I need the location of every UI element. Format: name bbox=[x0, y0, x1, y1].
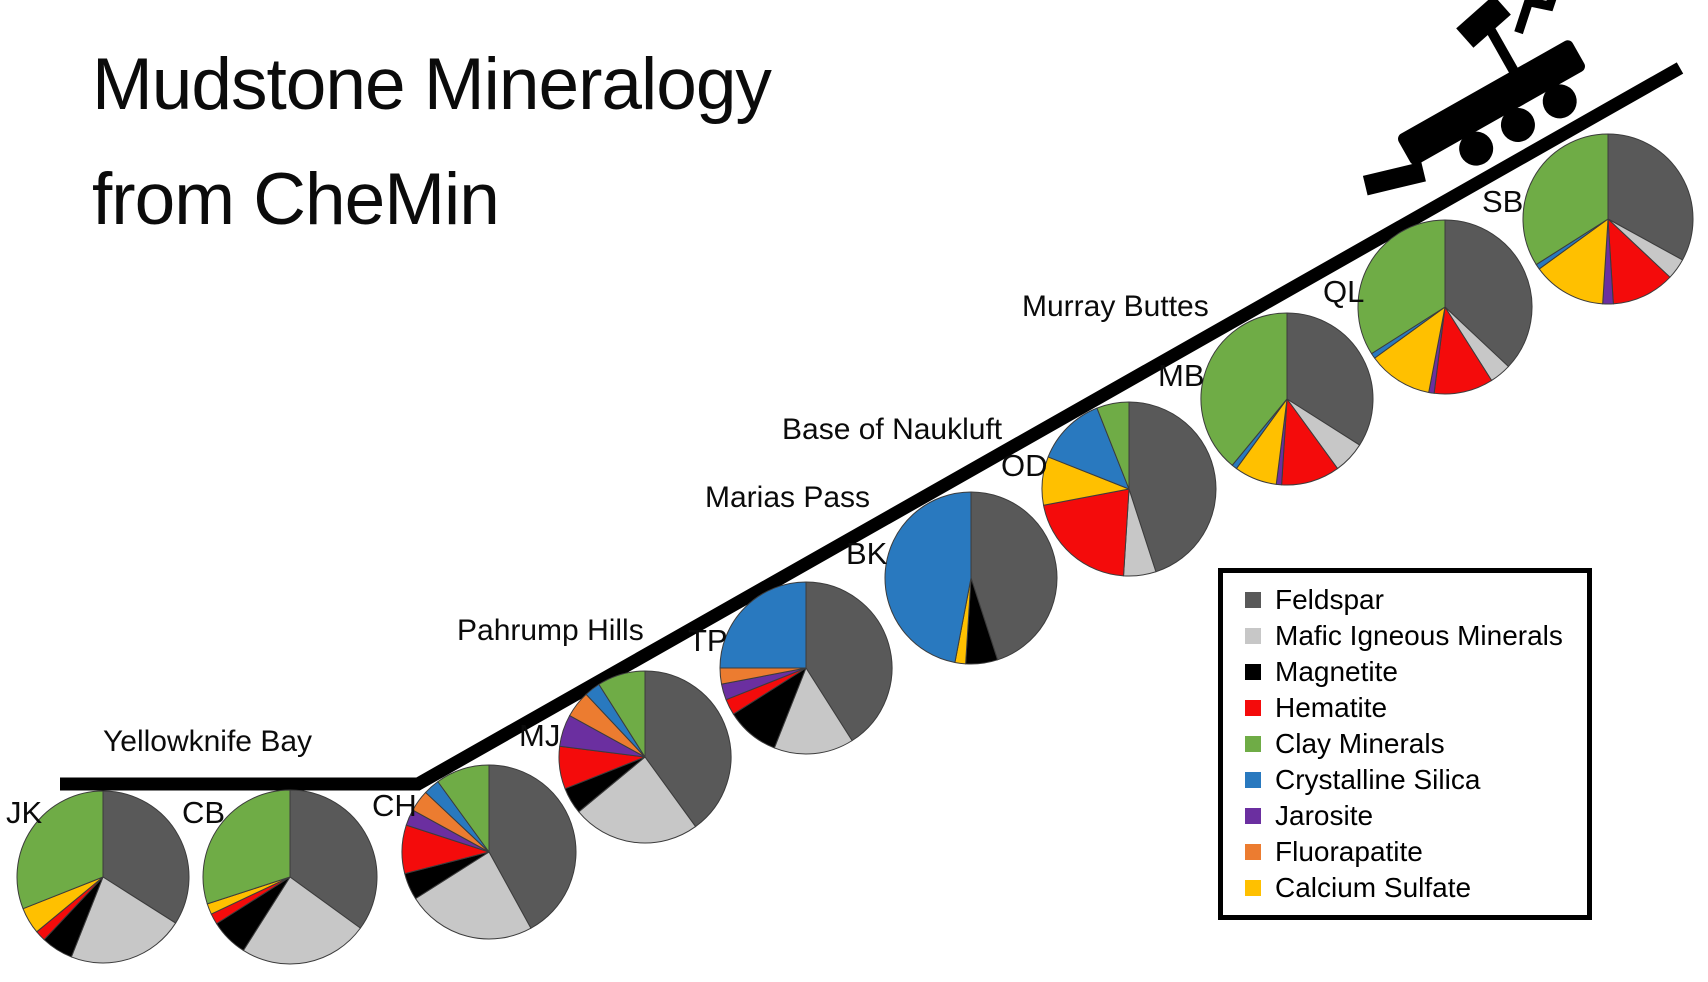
section-label-murray-buttes: Murray Buttes bbox=[1022, 290, 1209, 323]
pie-slice-od-feldspar bbox=[1128, 401, 1217, 573]
pie-cb bbox=[202, 789, 378, 965]
crystalline-silica-swatch-icon bbox=[1245, 772, 1261, 788]
rover-camera-head bbox=[1456, 0, 1511, 48]
rover-wheel bbox=[1542, 84, 1577, 119]
legend-label-jarosite: Jarosite bbox=[1275, 800, 1374, 831]
pie-slice-sb-clay-minerals bbox=[1522, 133, 1609, 266]
pie-slice-od-crystalline-silica bbox=[1047, 407, 1130, 490]
pie-slice-mj-mafic-igneous-minerals bbox=[578, 756, 697, 844]
legend-label-fluorapatite: Fluorapatite bbox=[1275, 836, 1423, 867]
rover-wheel bbox=[1459, 131, 1494, 166]
site-label-tp: TP bbox=[688, 623, 728, 658]
site-label-od: OD bbox=[1001, 448, 1048, 483]
feldspar-swatch-icon bbox=[1245, 592, 1261, 608]
pie-jk bbox=[16, 790, 190, 964]
clay-minerals-swatch-icon bbox=[1245, 736, 1261, 752]
legend-label-clay-minerals: Clay Minerals bbox=[1275, 728, 1445, 759]
rover-wheel bbox=[1500, 107, 1535, 142]
section-label-pahrump-hills: Pahrump Hills bbox=[457, 614, 644, 647]
pie-ch bbox=[401, 764, 577, 940]
site-label-mb: MB bbox=[1158, 358, 1205, 393]
legend-label-magnetite: Magnetite bbox=[1275, 656, 1398, 687]
pie-slice-ch-mafic-igneous-minerals bbox=[415, 851, 532, 940]
jarosite-swatch-icon bbox=[1245, 808, 1261, 824]
legend-item-jarosite: Jarosite bbox=[1245, 802, 1581, 830]
rover-antenna bbox=[1514, 0, 1563, 35]
legend-item-hematite: Hematite bbox=[1245, 694, 1581, 722]
title-line-2: from CheMin bbox=[92, 158, 500, 240]
legend-item-mafic-igneous-minerals: Mafic Igneous Minerals bbox=[1245, 622, 1581, 650]
pie-slice-mj-clay-minerals bbox=[598, 670, 646, 758]
pie-slice-mj-feldspar bbox=[644, 670, 732, 828]
hematite-swatch-icon bbox=[1245, 700, 1261, 716]
pie-slice-ql-calcium-sulfate bbox=[1374, 306, 1446, 393]
pie-sb bbox=[1522, 133, 1694, 305]
legend-rows: Feldspar Mafic Igneous Minerals Magnetite H… bbox=[1223, 573, 1587, 915]
mafic-igneous-minerals-swatch-icon bbox=[1245, 628, 1261, 644]
legend-label-mafic-igneous-minerals: Mafic Igneous Minerals bbox=[1275, 620, 1563, 651]
site-label-cb: CB bbox=[182, 795, 226, 830]
legend-item-magnetite: Magnetite bbox=[1245, 658, 1581, 686]
legend-item-crystalline-silica: Crystalline Silica bbox=[1245, 766, 1581, 794]
page-title: Mudstone Mineralogy from CheMin bbox=[92, 28, 772, 257]
pie-slice-ch-feldspar bbox=[488, 764, 577, 929]
pie-bk bbox=[884, 491, 1058, 665]
site-label-ql: QL bbox=[1323, 274, 1365, 309]
pie-slice-cb-mafic-igneous-minerals bbox=[242, 876, 361, 965]
pie-slice-od-clay-minerals bbox=[1096, 401, 1130, 490]
pie-slice-sb-hematite bbox=[1607, 218, 1671, 305]
legend-label-calcium-sulfate: Calcium Sulfate bbox=[1275, 872, 1472, 903]
site-label-sb: SB bbox=[1482, 184, 1524, 219]
elevation-profile-line bbox=[60, 62, 1684, 791]
magnetite-swatch-icon bbox=[1245, 664, 1261, 680]
pie-ql bbox=[1357, 219, 1533, 395]
pie-slice-jk-mafic-igneous-minerals bbox=[70, 876, 177, 964]
legend-label-hematite: Hematite bbox=[1275, 692, 1388, 723]
pie-slice-bk-feldspar bbox=[970, 491, 1058, 661]
site-label-jk: JK bbox=[6, 795, 43, 830]
legend-label-feldspar: Feldspar bbox=[1275, 584, 1384, 615]
pie-slice-tp-crystalline-silica bbox=[719, 581, 807, 669]
legend-label-crystalline-silica: Crystalline Silica bbox=[1275, 764, 1481, 795]
pie-slice-tp-mafic-igneous-minerals bbox=[773, 667, 853, 755]
pie-slice-mb-clay-minerals bbox=[1200, 312, 1288, 466]
site-label-bk: BK bbox=[846, 536, 888, 571]
legend-item-feldspar: Feldspar bbox=[1245, 586, 1581, 614]
section-label-base-of-naukluft: Base of Naukluft bbox=[782, 413, 1003, 446]
pie-slice-od-hematite bbox=[1043, 488, 1130, 577]
pie-mb bbox=[1200, 312, 1374, 486]
fluorapatite-swatch-icon bbox=[1245, 844, 1261, 860]
pie-slice-sb-feldspar bbox=[1607, 133, 1694, 261]
rover-body bbox=[1398, 40, 1585, 165]
pie-tp bbox=[719, 581, 893, 755]
pie-slice-cb-feldspar bbox=[289, 789, 378, 929]
pie-od bbox=[1041, 401, 1217, 577]
rover-tail bbox=[1362, 161, 1426, 196]
pie-slice-ql-clay-minerals bbox=[1357, 219, 1446, 355]
section-label-marias-pass: Marias Pass bbox=[705, 481, 871, 514]
pie-slice-bk-crystalline-silica bbox=[884, 491, 972, 663]
pie-mj bbox=[558, 670, 732, 844]
pie-slice-ql-feldspar bbox=[1444, 219, 1533, 368]
legend-item-clay-minerals: Clay Minerals bbox=[1245, 730, 1581, 758]
rover-mast bbox=[1485, 25, 1520, 77]
pie-slice-jk-clay-minerals bbox=[16, 790, 104, 910]
legend-item-fluorapatite: Fluorapatite bbox=[1245, 838, 1581, 866]
section-label-yellowknife-bay: Yellowknife Bay bbox=[103, 725, 313, 758]
pie-slice-ch-clay-minerals bbox=[437, 764, 490, 853]
site-label-mj: MJ bbox=[519, 718, 561, 753]
legend-item-calcium-sulfate: Calcium Sulfate bbox=[1245, 874, 1581, 902]
legend: Feldspar Mafic Igneous Minerals Magnetite H… bbox=[1218, 568, 1592, 920]
site-label-ch: CH bbox=[372, 788, 417, 823]
calcium-sulfate-swatch-icon bbox=[1245, 880, 1261, 896]
title-line-1: Mudstone Mineralogy bbox=[92, 44, 772, 125]
pie-slice-sb-calcium-sulfate bbox=[1538, 218, 1609, 305]
pie-slice-cb-clay-minerals bbox=[202, 789, 291, 905]
rover-icon bbox=[1362, 0, 1585, 196]
